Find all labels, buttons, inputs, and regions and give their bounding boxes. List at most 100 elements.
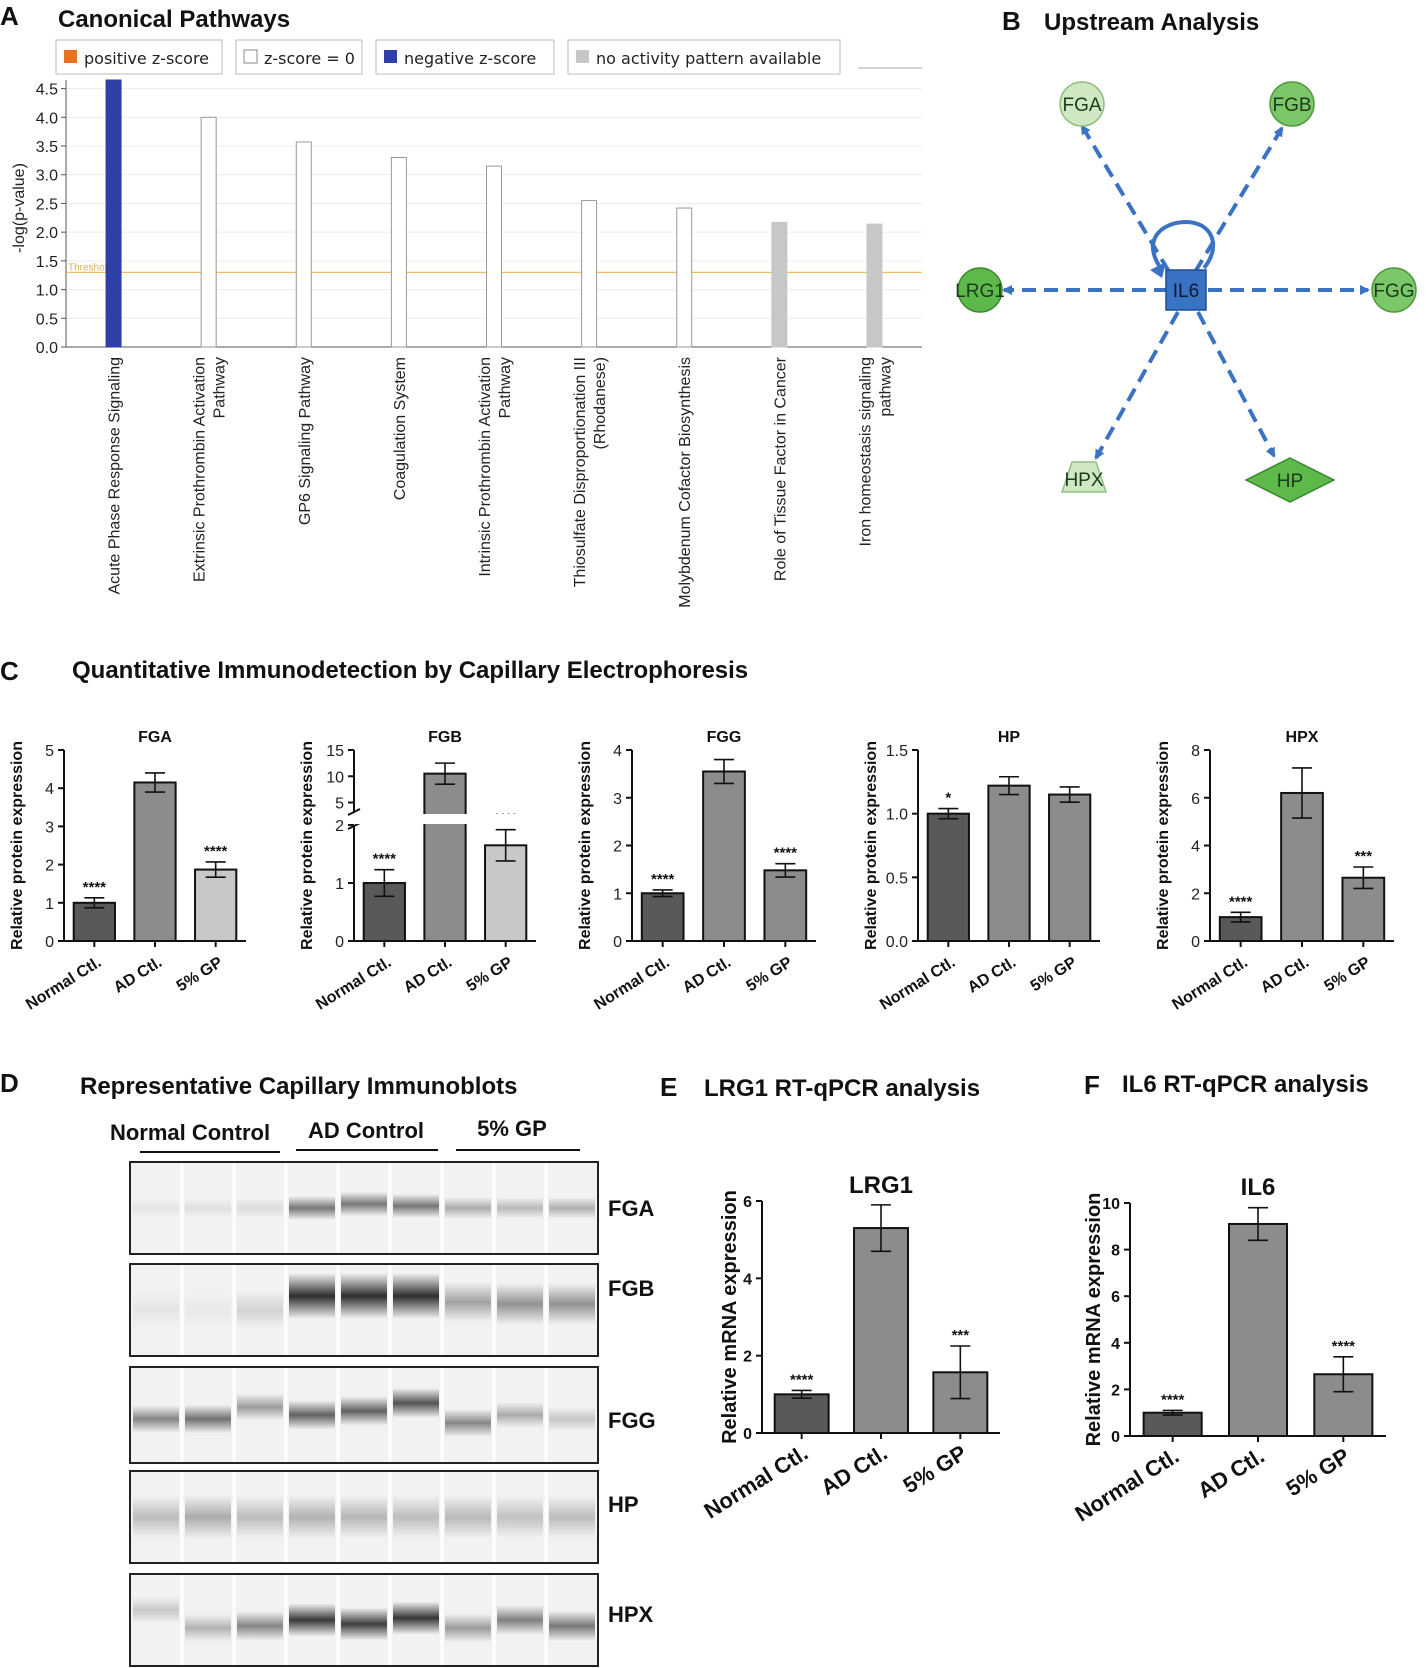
axis-break-band <box>356 814 538 825</box>
y-tick-label: 4.5 <box>36 82 58 99</box>
y-axis-label: Relative protein expression <box>577 741 594 950</box>
node-fga-shape <box>1059 81 1105 127</box>
panel-f-letter: F <box>1084 1070 1100 1100</box>
node-lrg1[interactable]: LRG1 <box>955 267 1005 313</box>
node-hp[interactable]: HP <box>1244 457 1336 503</box>
blot-band <box>497 1605 543 1635</box>
blot-label: HPX <box>608 1602 654 1627</box>
x-category-label: 5% GP <box>899 1440 971 1498</box>
panel-f-chart: 0 2 4 6 8 10 **** Normal Ctl. AD Ctl. **** 5% GP IL… <box>1071 1174 1386 1526</box>
x-category-label: Thiosulfate Disproportionation III (Rhoda… <box>572 357 609 587</box>
bar-3 <box>194 868 238 942</box>
blot-band <box>445 1281 491 1323</box>
axis-break-mark <box>347 808 361 816</box>
x-category-line: Thiosulfate Disproportionation III <box>572 357 589 587</box>
panel-a-chart: 0.0 0.5 1.0 1.5 2.0 2.5 3.0 3.5 4.0 4.5 Threshold A… <box>36 79 922 608</box>
blot-band <box>445 1197 491 1219</box>
x-category-label: Role of Tissue Factor in Cancer <box>772 356 789 581</box>
blot-band <box>341 1191 387 1217</box>
group-label-normal: Normal Control <box>110 1120 270 1145</box>
x-category-label: GP6 Signaling Pathway <box>297 357 314 525</box>
blot-band <box>133 1291 179 1329</box>
edge-il6-hp <box>1196 311 1276 458</box>
legend-swatch-positive <box>64 50 77 63</box>
significance-marker: **** <box>83 879 107 896</box>
node-fgg[interactable]: FGG <box>1371 267 1417 313</box>
node-hpx[interactable]: HPX <box>1060 461 1108 493</box>
blot-band <box>237 1198 283 1218</box>
blot-band <box>289 1495 335 1539</box>
y-tick-label: 10 <box>326 769 344 786</box>
blot-band <box>445 1409 491 1437</box>
legend-label-negative: negative z-score <box>404 49 536 68</box>
y-axis-label: Relative protein expression <box>1155 741 1172 950</box>
y-axis-label: Relative mRNA expression <box>719 1190 741 1444</box>
x-category-line: Coagulation System <box>392 357 409 500</box>
x-category-label: Intrinsic Prothrombin Activation Pathway <box>477 357 514 577</box>
legend-swatch-na <box>576 50 589 63</box>
group-label-ad: AD Control <box>308 1118 424 1143</box>
panel-b-letter: B <box>1002 6 1021 36</box>
x-category-label: Iron homeostasis signaling pathway <box>857 357 894 546</box>
node-fga[interactable]: FGA <box>1059 81 1105 127</box>
self-loop-arrowhead <box>1150 262 1166 278</box>
panel-e-title: LRG1 RT-qPCR analysis <box>704 1075 980 1102</box>
node-hpx-label: HPX <box>1064 470 1103 491</box>
blot-band <box>289 1273 335 1319</box>
x-category-line: Iron homeostasis signaling <box>857 357 874 546</box>
x-category-line: Acute Phase Response Signaling <box>107 357 124 595</box>
legend-swatch-zero <box>243 49 258 64</box>
significance-marker: **** <box>373 851 397 868</box>
significance-marker: **** <box>204 843 228 860</box>
legend-box-negative <box>375 39 555 75</box>
y-tick-label: 3 <box>613 791 622 808</box>
x-category-label: Normal Ctl. <box>700 1440 813 1523</box>
panel-c-chart-fgg: 0 1 2 3 4 **** Normal Ctl. AD Ctl. **** 5% GP FGG R… <box>577 729 816 1014</box>
x-category-label: 5% GP <box>1028 954 1080 995</box>
significance-marker: **** <box>1229 893 1253 910</box>
x-category-label: AD Ctl. <box>816 1440 891 1500</box>
y-tick-label: 2 <box>1191 886 1200 903</box>
bar-2 <box>1227 1222 1289 1437</box>
y-tick-label: 5 <box>45 743 54 760</box>
y-tick-label: 1 <box>335 876 344 893</box>
panel-a-legend: positive z-score z-score = 0 negative z-… <box>55 39 922 75</box>
x-category-line: Pathway <box>497 357 514 418</box>
edge-il6-hpx <box>1094 311 1180 460</box>
x-category-label: Normal Ctl. <box>23 954 104 1014</box>
y-tick-label: 4 <box>1191 839 1200 856</box>
blot-band <box>185 1495 231 1539</box>
y-tick-label: 2 <box>743 1349 752 1366</box>
node-fga-label: FGA <box>1062 95 1101 116</box>
y-axis-label: Relative mRNA expression <box>1083 1193 1105 1447</box>
blot-band <box>133 1198 179 1218</box>
legend-swatch-negative <box>384 50 397 63</box>
blot-band <box>445 1495 491 1539</box>
blot-band <box>549 1610 595 1642</box>
y-tick-label: 3.0 <box>36 168 58 185</box>
panel-d-blots: FGA FGB FGG HP HPX <box>129 1161 656 1667</box>
blot-row-fgg: FGG <box>129 1366 656 1464</box>
node-fgg-shape <box>1371 267 1417 313</box>
node-il6[interactable]: IL6 <box>1165 269 1207 311</box>
legend-box-positive <box>55 39 223 75</box>
significance-marker: **** <box>651 871 675 888</box>
blot-band <box>393 1273 439 1319</box>
blot-band <box>393 1495 439 1539</box>
chart-title: IL6 <box>1241 1174 1276 1201</box>
y-tick-label: 0.5 <box>36 311 58 328</box>
panel-e-chart: 0 2 4 6 **** Normal Ctl. AD Ctl. *** 5% GP LRG1 Re… <box>700 1172 1000 1523</box>
x-category-label: AD Ctl. <box>680 954 734 997</box>
node-fgb[interactable]: FGB <box>1269 81 1315 127</box>
panel-c-letter: C <box>0 656 19 686</box>
panel-d: D Representative Capillary Immunoblots N… <box>0 1068 656 1667</box>
y-tick-label: 6 <box>1191 791 1200 808</box>
y-tick-label: 1.0 <box>36 283 58 300</box>
y-tick-label: 2 <box>45 858 54 875</box>
y-tick-label: 2 <box>1111 1382 1120 1399</box>
x-category-label: AD Ctl. <box>111 954 165 997</box>
group-label-gp: 5% GP <box>477 1116 547 1141</box>
significance-marker: **** <box>1161 1391 1185 1408</box>
y-tick-label: 2.0 <box>36 225 58 242</box>
